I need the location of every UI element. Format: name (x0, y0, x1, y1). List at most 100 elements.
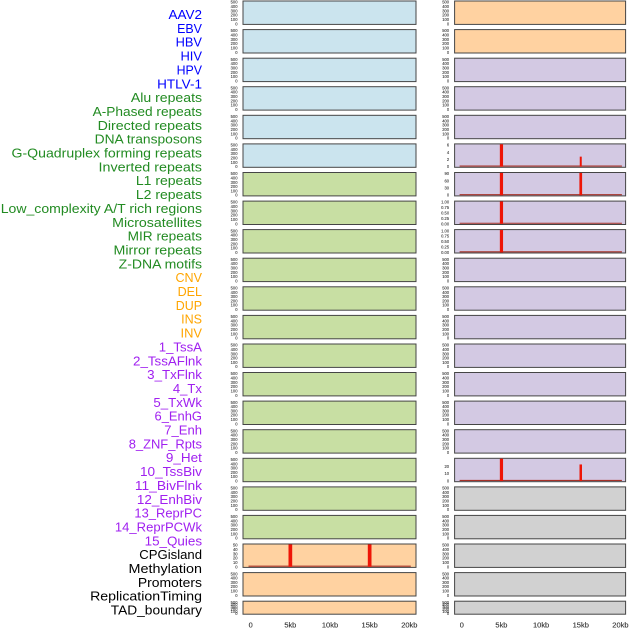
svg-text:300: 300 (231, 408, 239, 413)
svg-text:500: 500 (442, 514, 450, 519)
svg-text:L1 repeats: L1 repeats (136, 173, 203, 188)
svg-text:500: 500 (442, 343, 450, 348)
svg-text:400: 400 (231, 518, 239, 523)
svg-text:400: 400 (442, 347, 450, 352)
svg-text:20: 20 (445, 464, 450, 469)
svg-text:100: 100 (231, 17, 239, 22)
svg-text:300: 300 (231, 266, 239, 271)
svg-text:500: 500 (442, 85, 450, 90)
svg-text:200: 200 (231, 156, 239, 161)
svg-text:0: 0 (460, 623, 464, 630)
svg-text:300: 300 (442, 65, 450, 70)
svg-text:500: 500 (231, 228, 239, 233)
svg-text:0.25: 0.25 (441, 244, 450, 249)
svg-text:300: 300 (442, 266, 450, 271)
svg-text:500: 500 (442, 57, 450, 62)
svg-text:200: 200 (442, 384, 450, 389)
svg-text:300: 300 (231, 380, 239, 385)
svg-text:400: 400 (442, 118, 450, 123)
svg-text:0: 0 (447, 136, 450, 141)
svg-text:100: 100 (231, 446, 239, 451)
svg-text:100: 100 (442, 131, 450, 136)
svg-text:500: 500 (231, 114, 239, 119)
svg-text:300: 300 (442, 523, 450, 528)
svg-text:0: 0 (447, 278, 450, 283)
svg-text:0: 0 (235, 611, 238, 616)
svg-text:200: 200 (231, 607, 239, 612)
svg-text:DEL: DEL (178, 284, 202, 299)
svg-text:20: 20 (233, 556, 238, 561)
svg-text:100: 100 (442, 274, 450, 279)
svg-text:Directed repeats: Directed repeats (98, 118, 203, 133)
svg-text:Z-DNA motifs: Z-DNA motifs (119, 256, 203, 271)
svg-text:200: 200 (442, 98, 450, 103)
svg-text:500: 500 (231, 28, 239, 33)
svg-text:6_EnhG: 6_EnhG (155, 409, 202, 424)
svg-text:0: 0 (447, 479, 450, 484)
svg-text:300: 300 (231, 323, 239, 328)
svg-text:A-Phased repeats: A-Phased repeats (93, 104, 203, 119)
svg-text:200: 200 (231, 241, 239, 246)
svg-text:0.75: 0.75 (441, 205, 450, 210)
svg-text:200: 200 (231, 270, 239, 275)
svg-text:100: 100 (231, 131, 239, 136)
svg-text:400: 400 (231, 347, 239, 352)
svg-text:EBV: EBV (177, 21, 202, 36)
svg-text:0: 0 (235, 536, 238, 541)
svg-text:300: 300 (442, 551, 450, 556)
svg-text:500: 500 (442, 543, 450, 548)
svg-text:20kb: 20kb (401, 623, 417, 630)
svg-text:300: 300 (231, 604, 239, 609)
svg-text:0.00: 0.00 (441, 221, 450, 226)
svg-text:0: 0 (235, 164, 238, 169)
svg-text:400: 400 (231, 433, 239, 438)
svg-text:200: 200 (231, 127, 239, 132)
svg-text:200: 200 (442, 441, 450, 446)
svg-text:300: 300 (442, 94, 450, 99)
svg-text:0: 0 (447, 364, 450, 369)
svg-text:400: 400 (231, 376, 239, 381)
svg-text:0: 0 (235, 78, 238, 83)
svg-text:DNA transposons: DNA transposons (95, 132, 203, 147)
svg-text:0: 0 (235, 21, 238, 26)
svg-text:100: 100 (231, 160, 239, 165)
svg-text:100: 100 (231, 417, 239, 422)
svg-text:Promoters: Promoters (138, 575, 203, 590)
svg-text:200: 200 (231, 213, 239, 218)
svg-text:0: 0 (447, 193, 450, 198)
svg-text:400: 400 (442, 433, 450, 438)
svg-text:2_TssAFlnk: 2_TssAFlnk (133, 353, 202, 368)
svg-text:100: 100 (231, 46, 239, 51)
svg-text:ReplicationTiming: ReplicationTiming (90, 589, 202, 604)
svg-text:400: 400 (231, 602, 239, 607)
svg-text:10kb: 10kb (533, 623, 549, 630)
svg-text:0: 0 (235, 307, 238, 312)
svg-text:500: 500 (231, 85, 239, 90)
svg-text:0: 0 (447, 393, 450, 398)
svg-text:Inverted repeats: Inverted repeats (99, 159, 203, 174)
svg-text:0: 0 (447, 50, 450, 55)
svg-text:400: 400 (231, 233, 239, 238)
svg-text:500: 500 (442, 257, 450, 262)
svg-text:200: 200 (231, 70, 239, 75)
svg-text:300: 300 (442, 323, 450, 328)
svg-text:100: 100 (231, 274, 239, 279)
svg-text:400: 400 (231, 576, 239, 581)
svg-text:G-Quadruplex forming repeats: G-Quadruplex forming repeats (11, 146, 202, 161)
svg-text:100: 100 (442, 303, 450, 308)
svg-text:200: 200 (231, 584, 239, 589)
svg-text:500: 500 (442, 285, 450, 290)
svg-text:500: 500 (231, 571, 239, 576)
svg-text:500: 500 (231, 600, 239, 605)
svg-text:100: 100 (231, 303, 239, 308)
svg-text:400: 400 (231, 118, 239, 123)
svg-text:300: 300 (231, 123, 239, 128)
svg-text:7_Enh: 7_Enh (164, 423, 202, 438)
svg-text:100: 100 (442, 589, 450, 594)
svg-text:200: 200 (231, 356, 239, 361)
svg-text:200: 200 (442, 607, 450, 612)
svg-text:500: 500 (231, 314, 239, 319)
svg-text:100: 100 (442, 360, 450, 365)
svg-text:100: 100 (442, 74, 450, 79)
svg-text:200: 200 (231, 413, 239, 418)
